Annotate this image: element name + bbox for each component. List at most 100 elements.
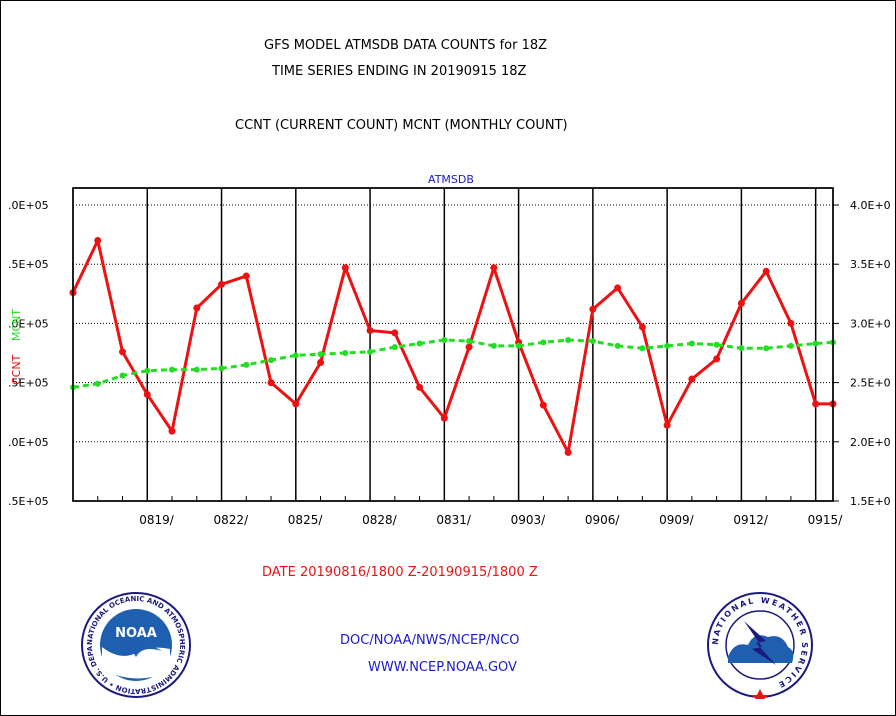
date-range-label: DATE 20190816/1800 Z-20190915/1800 Z [262,565,538,580]
noaa-logo: NATIONAL OCEANIC AND ATMOSPHERIC ADMINIS… [80,591,191,698]
data-point-mcnt [763,345,770,352]
data-point-mcnt [317,351,324,358]
right-tick-label: 2.5E+0 [850,377,891,390]
data-point-mcnt [614,342,621,349]
data-point-mcnt [218,365,225,372]
left-tick-label: .5E+05 [8,377,49,390]
data-point-ccnt [812,400,820,408]
data-point-ccnt [391,329,399,337]
plot-title: ATMSDB [428,173,474,186]
left-tick-label: .0E+05 [8,317,49,330]
x-tick-label: 0828/ [362,513,398,527]
x-tick-label: 0831/ [436,513,472,527]
x-tick-label: 0903/ [511,513,547,527]
chart-title-line1: GFS MODEL ATMSDB DATA COUNTS for 18Z [264,38,548,53]
noaa-logo-text: NOAA [115,626,157,641]
x-tick-label: 0906/ [585,513,621,527]
right-tick-label: 4.0E+0 [850,199,891,212]
x-tick-label: 0915/ [808,513,844,527]
data-point-ccnt [94,237,102,245]
series-layer [69,237,837,456]
x-tick-label: 0825/ [288,513,324,527]
plot-area [72,187,834,502]
data-point-ccnt [638,323,646,331]
data-point-ccnt [242,272,250,280]
right-tick-label: 1.5E+0 [850,495,891,508]
data-point-ccnt [614,284,622,292]
data-point-mcnt [565,336,572,343]
data-point-ccnt [218,280,226,288]
x-tick-label: 0909/ [659,513,695,527]
data-point-mcnt [342,350,349,356]
data-point-mcnt [639,345,646,352]
data-point-ccnt [737,299,745,307]
label-layer: .0E+05 4.0E+0 .5E+05 3.5E+0 .0E+05 3.0E+0 .5E+… [8,173,891,527]
data-point-mcnt [268,357,275,364]
data-point-ccnt [292,400,300,408]
right-tick-label: 2.0E+0 [850,436,891,449]
data-point-ccnt [341,264,349,272]
data-point-ccnt [762,267,770,275]
data-point-mcnt [738,345,745,352]
url-label: WWW.NCEP.NOAA.GOV [368,660,517,675]
y-axis-label-mcnt: MCNT [10,309,23,341]
data-point-mcnt [787,342,794,349]
data-point-mcnt [169,366,176,373]
data-point-ccnt [416,383,424,391]
data-point-mcnt [391,344,398,351]
data-point-ccnt [317,358,325,366]
data-point-ccnt [713,355,721,363]
series-line-ccnt [71,239,833,454]
data-point-ccnt [119,348,127,356]
data-point-ccnt [688,375,696,383]
data-point-ccnt [589,305,597,313]
data-point-ccnt [539,401,547,409]
y-axis-label-ccnt: CCNT [10,354,23,385]
data-point-mcnt [540,339,547,346]
data-point-ccnt [663,421,671,429]
data-point-mcnt [144,367,151,374]
data-point-ccnt [564,448,572,456]
data-point-ccnt [267,379,275,387]
left-tick-label: .0E+05 [8,436,49,449]
data-point-ccnt [193,304,201,312]
data-point-mcnt [243,361,250,368]
data-point-mcnt [688,340,695,347]
org-label: DOC/NOAA/NWS/NCEP/NCO [340,633,520,648]
data-point-ccnt [168,427,176,435]
chart-title-line2: TIME SERIES ENDING IN 20190915 18Z [272,64,527,79]
data-point-mcnt [466,338,473,345]
data-point-mcnt [94,380,101,387]
data-point-mcnt [441,336,448,343]
x-tick-label: 0819/ [139,513,175,527]
data-point-mcnt [119,372,126,379]
x-tick-label: 0822/ [214,513,250,527]
left-tick-label: .5E+05 [8,258,49,271]
chart-subtitle: CCNT (CURRENT COUNT) MCNT (MONTHLY COUNT… [235,118,568,133]
left-tick-label: .0E+05 [8,199,49,212]
data-point-mcnt [193,366,200,373]
series-line-mcnt [72,338,834,389]
data-point-ccnt [490,264,498,272]
nws-logo: NATIONAL WEATHER SERVICE [707,592,813,699]
data-point-mcnt [589,338,596,345]
data-point-ccnt [440,414,448,422]
data-point-mcnt [664,342,671,349]
right-tick-label: 3.0E+0 [850,317,891,330]
data-point-mcnt [812,340,819,347]
data-point-mcnt [416,340,423,347]
data-point-ccnt [366,327,374,335]
data-point-mcnt [367,348,374,355]
data-point-mcnt [713,341,720,348]
data-point-ccnt [787,319,795,327]
data-point-ccnt [465,343,473,351]
data-point-mcnt [515,342,522,349]
data-point-ccnt [143,390,151,398]
data-point-mcnt [490,342,497,349]
left-tick-label: .5E+05 [8,495,49,508]
data-point-mcnt [292,352,299,359]
right-tick-label: 3.5E+0 [850,258,891,271]
grid-layer [72,187,839,502]
x-tick-label: 0912/ [733,513,769,527]
